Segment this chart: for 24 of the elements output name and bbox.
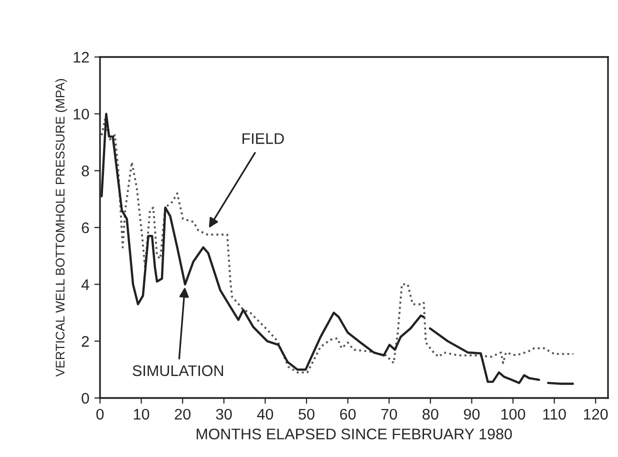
x-tick-label: 90 [464,408,480,420]
x-tick-label: 70 [381,408,398,420]
x-tick-label: 20 [174,408,190,420]
annotation: SIMULATION [132,365,224,376]
annotation: FIELD [242,133,284,144]
x-tick-label: 60 [340,408,356,420]
x-tick-label: 80 [422,408,438,420]
y-tick-label: 8 [82,166,89,176]
x-tick-label: 50 [298,408,314,420]
x-tick-label: 110 [543,408,566,420]
x-tick-label: 100 [501,408,526,420]
y-tick-label: 6 [82,222,89,234]
x-tick-label: 0 [96,408,104,420]
y-tick-label: 0 [82,392,89,404]
y-axis-title: VERTICAL WELL BOTTOMHOLE PRESSURE (MPA) [55,79,68,377]
y-tick-label: 4 [81,279,90,290]
x-tick-label: 120 [584,408,608,420]
x-tick-label: 10 [134,408,150,420]
y-tick-label: 12 [74,52,89,63]
x-tick-label: 40 [257,408,274,420]
x-axis-title: MONTHS ELAPSED SINCE FEBRUARY 1980 [196,428,512,440]
x-tick-label: 30 [216,408,232,420]
y-tick-label: 2 [82,336,89,347]
y-tick-label: 10 [74,108,89,120]
